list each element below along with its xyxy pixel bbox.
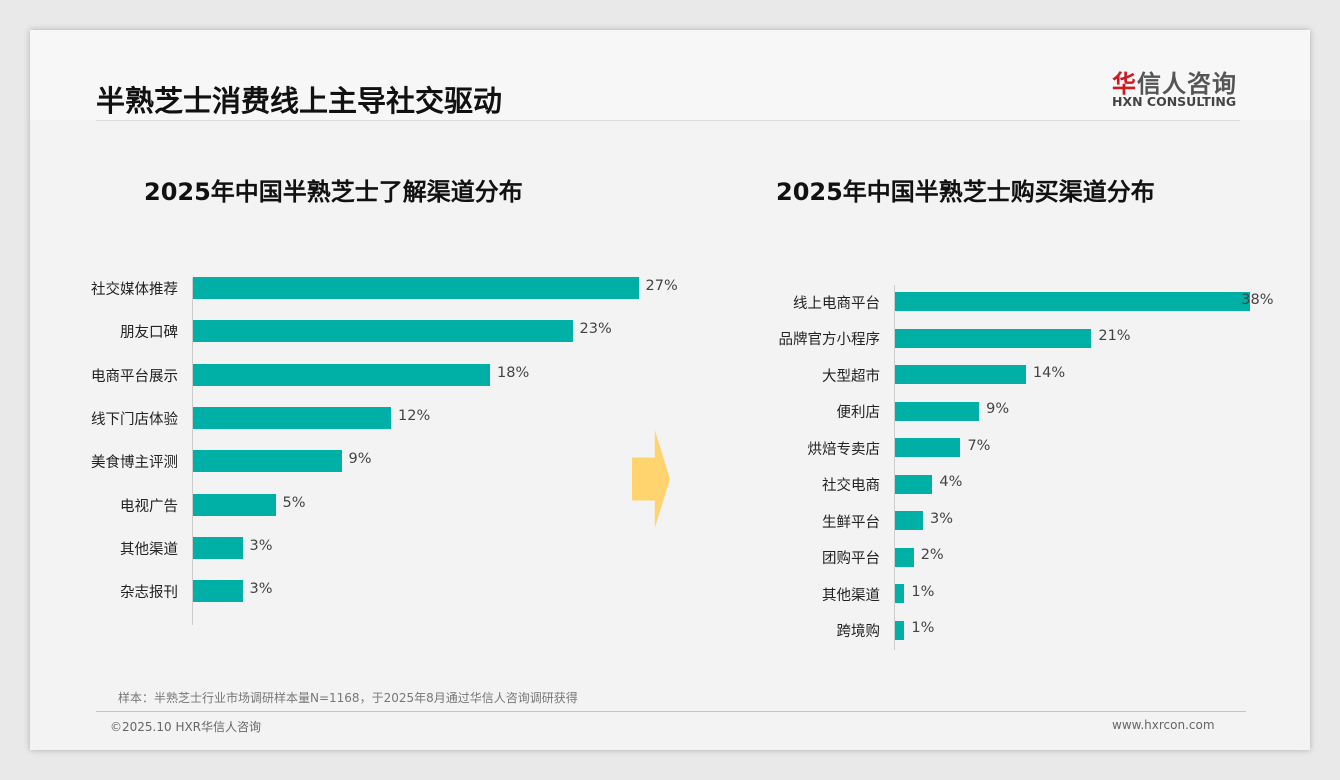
data-label: 14%	[1032, 364, 1066, 381]
data-label: 1%	[911, 620, 935, 636]
bar	[895, 584, 905, 603]
sample-note: 样本：半熟芝士行业市场调研样本量N=1168，于2025年8月通过华信人咨询调研…	[118, 691, 578, 705]
footer-divider	[96, 711, 1246, 712]
bar	[895, 401, 980, 421]
data-label: 4%	[939, 474, 963, 490]
website-url: www.hxrcon.com	[1112, 718, 1215, 732]
category-label: 其他渠道	[120, 541, 178, 558]
data-label: 18%	[497, 364, 530, 381]
category-label: 社交媒体推荐	[91, 282, 178, 298]
category-label: 杂志报刊	[120, 585, 178, 602]
data-label: 5%	[282, 494, 306, 511]
arrow-icon	[632, 430, 670, 528]
data-label: 23%	[579, 321, 612, 338]
category-label: 社交电商	[822, 478, 880, 494]
bar	[895, 620, 905, 640]
data-label: 9%	[348, 451, 372, 468]
logo-mark: 华	[1112, 70, 1137, 98]
bar	[193, 277, 639, 299]
category-label: 跨境购	[836, 624, 881, 640]
data-label: 7%	[967, 437, 991, 454]
data-label: 1%	[911, 583, 935, 600]
slide: 半熟芝士消费线上主导社交驱动 华信人咨询 HXN CONSULTING 2025…	[30, 30, 1310, 750]
y-axis-right	[894, 285, 895, 650]
category-label: 便利店	[836, 405, 881, 421]
data-label: 3%	[249, 581, 273, 598]
bar	[895, 328, 1092, 348]
logo-subtitle: HXN CONSULTING	[1112, 94, 1237, 109]
data-label: 3%	[249, 537, 273, 554]
bar	[193, 450, 342, 473]
bar	[193, 320, 573, 343]
category-label: 线下门店体验	[91, 411, 178, 428]
data-label: 21%	[1098, 328, 1131, 344]
category-label: 烘焙专卖店	[807, 441, 881, 458]
category-label: 线上电商平台	[793, 295, 880, 312]
category-label: 生鲜平台	[822, 514, 880, 531]
category-label: 电视广告	[120, 498, 178, 515]
divider	[96, 120, 1240, 121]
chart-title-right: 2025年中国半熟芝士购买渠道分布	[776, 178, 1155, 206]
bar	[895, 292, 1251, 311]
data-label: 27%	[645, 278, 678, 294]
copyright: ©2025.10 HXR华信人咨询	[110, 720, 262, 734]
data-label: 38%	[1241, 291, 1274, 308]
data-label: 3%	[930, 510, 954, 527]
category-label: 大型超市	[822, 368, 880, 385]
bar	[193, 493, 276, 516]
category-label: 美食博主评测	[91, 455, 178, 472]
data-label: 2%	[920, 547, 944, 563]
category-label: 品牌官方小程序	[778, 332, 881, 348]
bar	[193, 536, 243, 559]
header	[30, 30, 1310, 120]
category-label: 电商平台展示	[91, 368, 178, 385]
bar	[895, 511, 924, 530]
page-title: 半熟芝士消费线上主导社交驱动	[96, 84, 503, 118]
logo: 华信人咨询	[1112, 64, 1237, 99]
bar	[193, 363, 490, 386]
data-label: 9%	[986, 401, 1010, 417]
chart-title-left: 2025年中国半熟芝士了解渠道分布	[144, 178, 523, 206]
data-label: 12%	[398, 407, 431, 424]
bar	[895, 438, 961, 457]
bar	[895, 365, 1026, 384]
category-label: 朋友口碑	[120, 325, 178, 342]
bar	[895, 547, 914, 567]
bar	[193, 406, 391, 429]
bar	[193, 580, 243, 603]
category-label: 其他渠道	[822, 587, 880, 604]
y-axis-left	[192, 278, 193, 625]
logo-text: 信人咨询	[1137, 70, 1237, 98]
bar	[895, 474, 933, 494]
category-label: 团购平台	[822, 551, 880, 567]
